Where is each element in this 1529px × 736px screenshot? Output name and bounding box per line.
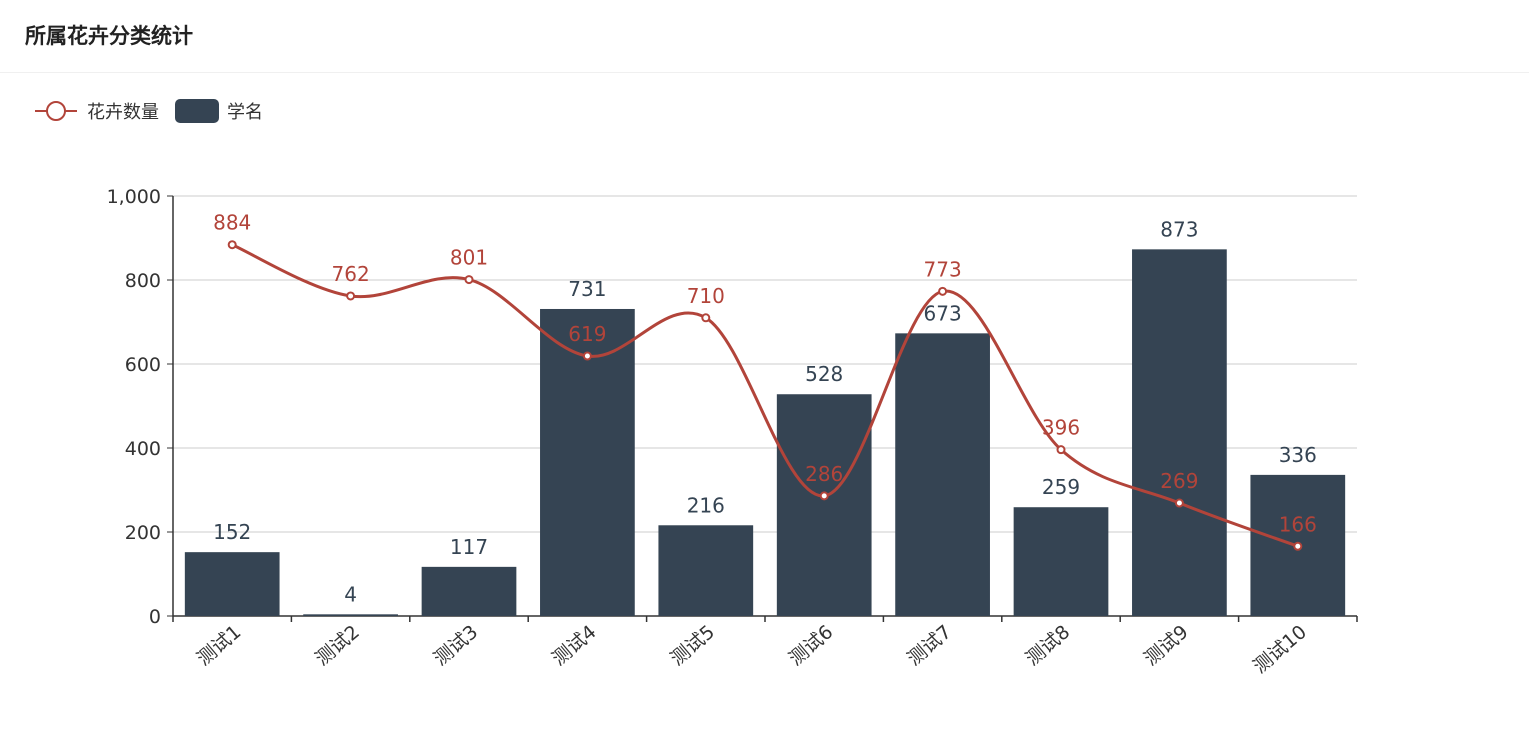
line-data-label: 773 — [924, 257, 962, 281]
y-tick-label: 800 — [125, 270, 161, 292]
x-tick-label: 测试5 — [666, 621, 719, 670]
line-point — [938, 286, 948, 296]
line-data-label: 396 — [1042, 416, 1080, 440]
line-data-label: 762 — [332, 262, 370, 286]
chart-legend: 花卉数量 学名 — [33, 96, 279, 126]
line-data-label: 884 — [213, 211, 251, 235]
bar-data-label: 336 — [1279, 443, 1317, 467]
line-point — [464, 275, 474, 285]
bar — [1013, 507, 1109, 616]
x-tick-label: 测试7 — [903, 621, 956, 670]
line-data-label: 286 — [805, 462, 843, 486]
line-series-path — [231, 243, 1299, 548]
bar — [776, 394, 872, 616]
x-tick-label: 测试9 — [1140, 621, 1193, 670]
x-tick-label: 测试8 — [1022, 621, 1075, 670]
card-header: 所属花卉分类统计 — [0, 0, 1529, 73]
x-tick-label: 测试6 — [785, 621, 838, 670]
legend-item-bar-series[interactable]: 学名 — [175, 98, 263, 124]
x-tick-label: 测试3 — [430, 621, 483, 670]
bar — [658, 525, 754, 616]
bar-data-label: 216 — [687, 493, 725, 517]
line-data-label: 269 — [1160, 469, 1198, 493]
line-data-label: 619 — [568, 322, 606, 346]
bar-data-label: 873 — [1160, 217, 1198, 241]
line-point — [227, 240, 237, 250]
x-tick-label: 测试2 — [311, 621, 364, 670]
line-series-legend-icon — [35, 101, 77, 121]
bar — [421, 566, 517, 616]
legend-label-bar: 学名 — [227, 102, 263, 123]
bar-data-label: 731 — [568, 277, 606, 301]
x-tick-label: 测试10 — [1249, 621, 1311, 678]
y-tick-label: 1,000 — [107, 186, 161, 208]
bar — [303, 614, 398, 616]
y-tick-label: 200 — [125, 522, 161, 544]
line-point — [701, 313, 711, 323]
bar-series-legend-icon — [175, 99, 219, 123]
line-point — [346, 291, 356, 301]
bar-data-label: 4 — [344, 582, 357, 606]
bar-data-label: 673 — [924, 301, 962, 325]
line-data-label: 801 — [450, 246, 488, 270]
line-point — [1174, 498, 1184, 508]
line-point — [582, 351, 592, 361]
legend-item-line-series[interactable]: 花卉数量 — [33, 96, 159, 126]
y-tick-label: 400 — [125, 438, 161, 460]
bar-data-label: 152 — [213, 520, 251, 544]
x-tick-label: 测试4 — [548, 621, 601, 670]
legend-label-line: 花卉数量 — [87, 102, 159, 123]
x-tick-label: 测试1 — [193, 621, 246, 670]
bar — [1132, 249, 1227, 616]
line-point — [1293, 541, 1303, 551]
bar-data-label: 259 — [1042, 475, 1080, 499]
bar-data-label: 117 — [450, 535, 488, 559]
line-point — [1056, 445, 1066, 455]
bar — [184, 552, 280, 616]
bar — [895, 333, 990, 616]
page-title: 所属花卉分类统计 — [25, 24, 193, 48]
bar-data-label: 528 — [805, 362, 843, 386]
y-tick-label: 0 — [149, 606, 161, 628]
line-data-label: 166 — [1279, 512, 1317, 536]
line-point — [819, 491, 829, 501]
line-data-label: 710 — [687, 284, 725, 308]
y-tick-label: 600 — [125, 354, 161, 376]
